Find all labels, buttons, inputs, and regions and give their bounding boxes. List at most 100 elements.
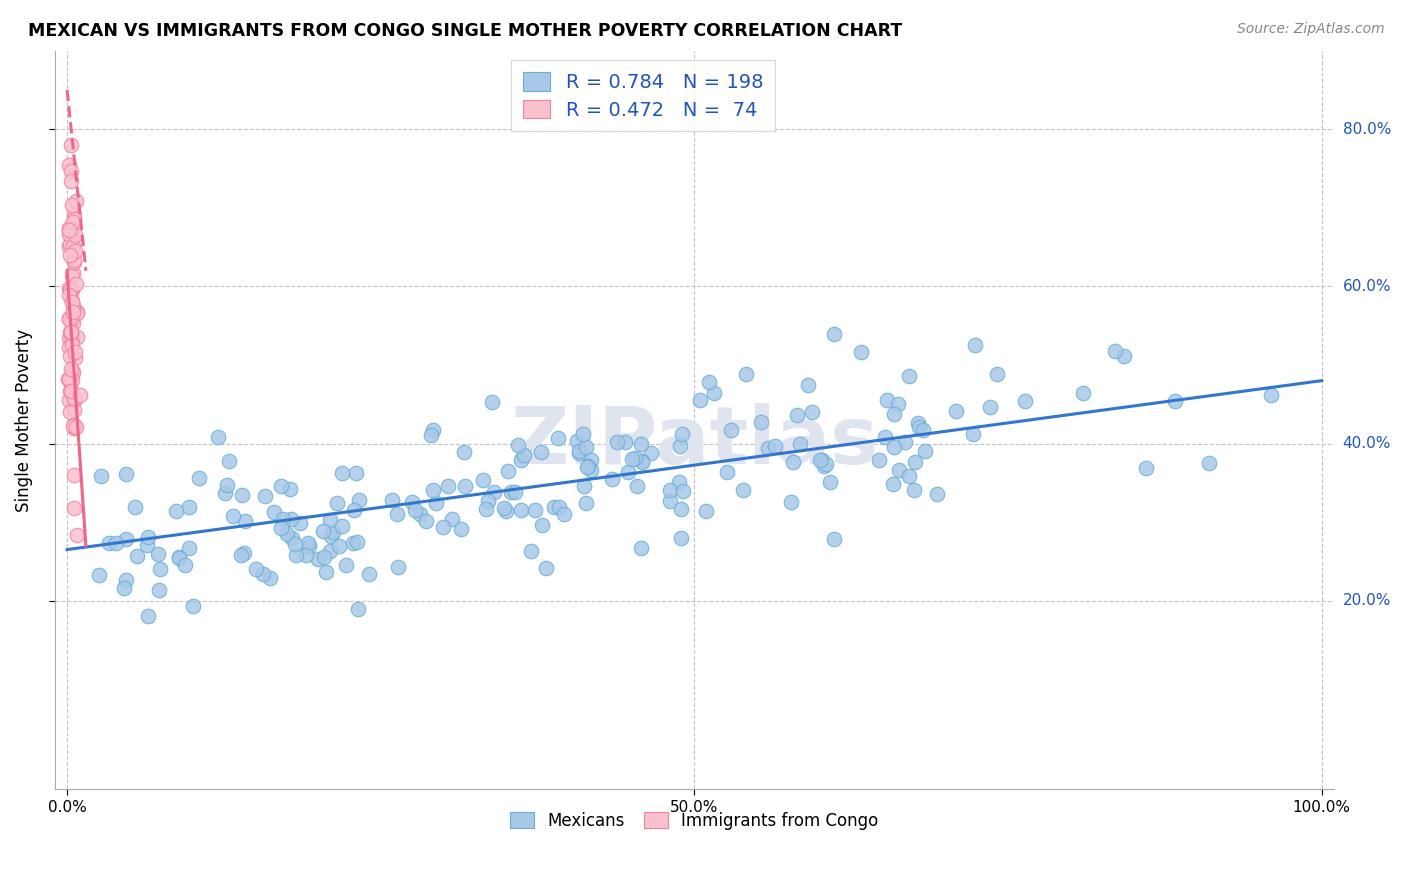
Text: 40.0%: 40.0% xyxy=(1343,436,1391,451)
Point xyxy=(114,573,136,587)
Point xyxy=(97,536,120,550)
Point xyxy=(307,552,329,566)
Point xyxy=(63,500,86,515)
Point xyxy=(600,472,623,486)
Point xyxy=(62,266,84,280)
Point xyxy=(60,198,83,212)
Point xyxy=(167,551,190,566)
Point xyxy=(174,558,197,572)
Point xyxy=(1014,394,1036,409)
Point xyxy=(59,221,82,235)
Point xyxy=(668,439,690,453)
Point xyxy=(547,431,569,445)
Point xyxy=(575,495,598,509)
Point xyxy=(58,372,80,386)
Point xyxy=(347,493,370,508)
Point xyxy=(322,524,344,539)
Point xyxy=(62,316,84,330)
Point xyxy=(270,521,292,535)
Point xyxy=(572,479,595,493)
Point xyxy=(672,484,695,499)
Point xyxy=(69,388,91,402)
Point xyxy=(63,212,86,227)
Point xyxy=(565,434,588,448)
Point xyxy=(58,392,80,407)
Point xyxy=(606,434,628,449)
Point xyxy=(58,158,80,172)
Point xyxy=(312,524,335,538)
Point xyxy=(1198,456,1220,470)
Point xyxy=(62,215,84,229)
Point xyxy=(568,446,591,460)
Point xyxy=(319,529,342,543)
Point xyxy=(614,434,637,449)
Point xyxy=(914,444,936,458)
Point xyxy=(513,449,536,463)
Point xyxy=(59,376,82,390)
Point xyxy=(214,486,236,500)
Point xyxy=(188,470,211,484)
Point xyxy=(756,442,779,456)
Point xyxy=(401,495,423,509)
Point xyxy=(422,423,444,437)
Point xyxy=(179,500,201,514)
Point xyxy=(359,567,381,582)
Point xyxy=(581,453,603,467)
Point xyxy=(986,367,1008,381)
Point xyxy=(58,281,80,295)
Point xyxy=(60,334,83,349)
Point xyxy=(60,313,83,327)
Point xyxy=(60,365,83,379)
Point xyxy=(484,484,506,499)
Point xyxy=(425,496,447,510)
Point xyxy=(617,465,640,479)
Point xyxy=(60,362,83,376)
Point xyxy=(58,223,80,237)
Point xyxy=(494,500,516,515)
Point xyxy=(60,372,83,386)
Point xyxy=(875,430,897,444)
Point xyxy=(668,475,690,489)
Text: Source: ZipAtlas.com: Source: ZipAtlas.com xyxy=(1237,22,1385,37)
Point xyxy=(810,452,832,467)
Text: 80.0%: 80.0% xyxy=(1343,121,1391,136)
Point xyxy=(536,561,558,575)
Point xyxy=(387,560,409,574)
Point xyxy=(454,478,477,492)
Point xyxy=(280,512,302,526)
Point xyxy=(66,528,89,542)
Point xyxy=(285,548,308,562)
Point xyxy=(1104,344,1126,359)
Point xyxy=(631,455,654,469)
Point xyxy=(631,453,654,467)
Point xyxy=(60,283,83,297)
Point xyxy=(298,539,321,553)
Point xyxy=(63,402,86,417)
Point xyxy=(63,254,86,268)
Point xyxy=(312,549,335,564)
Point xyxy=(65,345,87,359)
Point xyxy=(59,325,82,339)
Point xyxy=(1112,349,1135,363)
Point xyxy=(720,423,742,437)
Point xyxy=(65,194,87,208)
Point xyxy=(342,536,364,550)
Point xyxy=(524,503,547,517)
Point xyxy=(263,505,285,519)
Point xyxy=(818,475,841,490)
Point xyxy=(567,444,589,458)
Point xyxy=(474,502,496,516)
Point xyxy=(253,489,276,503)
Point xyxy=(62,239,84,253)
Point xyxy=(232,546,254,560)
Point xyxy=(630,437,652,451)
Point xyxy=(60,226,83,240)
Point xyxy=(481,395,503,409)
Point xyxy=(63,227,86,242)
Point xyxy=(60,174,83,188)
Point xyxy=(60,268,83,283)
Point xyxy=(575,440,598,454)
Point xyxy=(576,458,599,473)
Point xyxy=(231,488,253,502)
Point xyxy=(697,375,720,389)
